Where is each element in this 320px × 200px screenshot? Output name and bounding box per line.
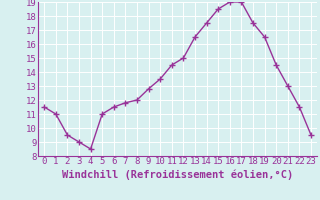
X-axis label: Windchill (Refroidissement éolien,°C): Windchill (Refroidissement éolien,°C) — [62, 169, 293, 180]
